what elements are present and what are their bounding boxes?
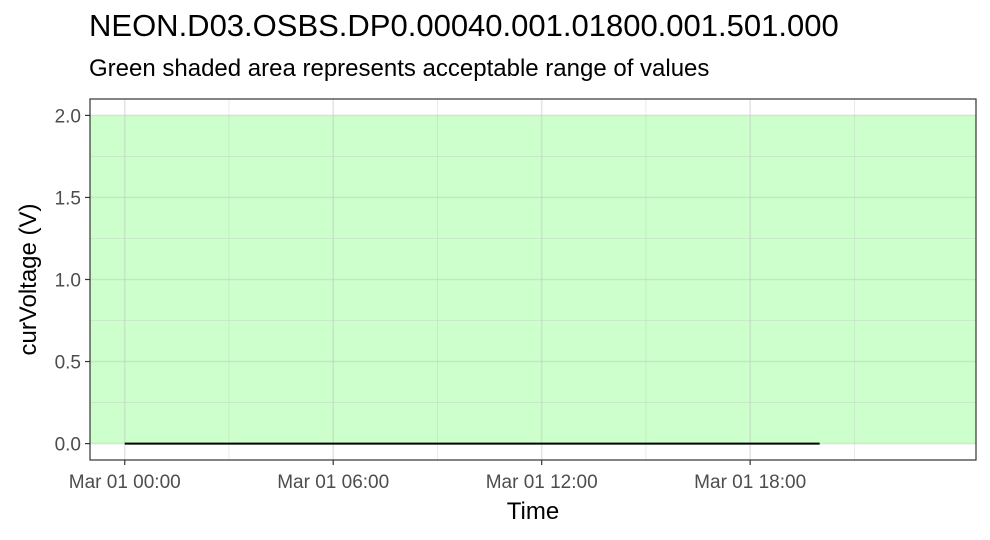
y-tick-label: 0.5 bbox=[55, 353, 81, 374]
y-tick-label: 1.5 bbox=[55, 188, 81, 209]
acceptable-range-band bbox=[90, 115, 976, 444]
axis-layer: 0.0 0.5 1.0 1.5 2.0 Mar 01 00:00 Mar 01 06:00 M… bbox=[55, 106, 807, 493]
x-tick-label: Mar 01 12:00 bbox=[486, 472, 598, 493]
x-axis-label: Time bbox=[507, 498, 559, 525]
x-tick-label: Mar 01 00:00 bbox=[69, 472, 181, 493]
y-tick-label: 1.0 bbox=[55, 271, 81, 292]
chart-title: NEON.D03.OSBS.DP0.00040.001.01800.001.50… bbox=[89, 8, 839, 43]
x-tick-label: Mar 01 18:00 bbox=[694, 472, 806, 493]
y-tick-label: 0.0 bbox=[55, 435, 81, 456]
y-axis-label: curVoltage (V) bbox=[15, 203, 42, 355]
acceptable-range-band-layer bbox=[90, 115, 976, 444]
chart-subtitle: Green shaded area represents acceptable … bbox=[89, 55, 710, 82]
x-tick-label: Mar 01 06:00 bbox=[277, 472, 389, 493]
y-tick-label: 2.0 bbox=[55, 106, 81, 127]
